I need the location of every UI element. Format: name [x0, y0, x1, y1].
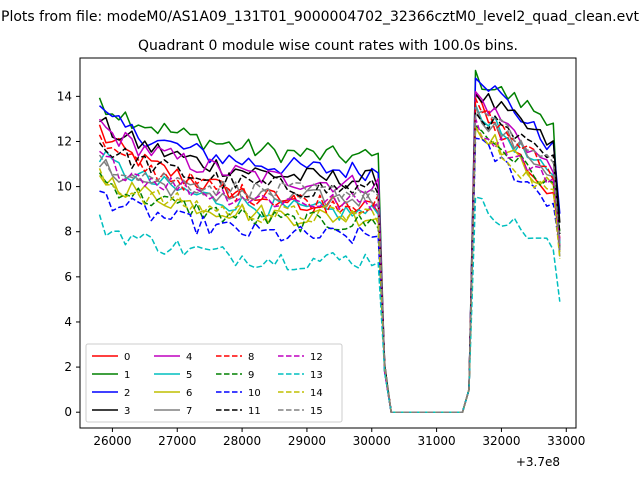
x-tick-label: 33000: [547, 434, 585, 448]
x-tick-label: 29000: [288, 434, 326, 448]
legend-label-5: 5: [186, 370, 192, 381]
legend-label-13: 13: [310, 370, 323, 381]
legend-label-4: 4: [186, 352, 192, 363]
legend-label-10: 10: [248, 388, 261, 399]
series-group: [98, 69, 561, 413]
legend-label-12: 12: [310, 352, 323, 363]
y-tick-label: 12: [57, 134, 72, 148]
series-line-7: [98, 105, 561, 413]
legend-label-11: 11: [248, 406, 261, 417]
series-line-11: [98, 111, 561, 413]
legend-label-9: 9: [248, 370, 254, 381]
x-tick-label: 32000: [482, 434, 520, 448]
legend-label-6: 6: [186, 388, 192, 399]
y-tick-label: 4: [64, 315, 72, 329]
series-line-15: [98, 110, 561, 413]
y-tick-label: 6: [64, 270, 72, 284]
legend-label-15: 15: [310, 406, 323, 417]
x-tick-label: 30000: [353, 434, 391, 448]
x-tick-label: 31000: [418, 434, 456, 448]
legend-box: [85, 343, 343, 423]
axes-frame: [79, 57, 577, 429]
legend-label-2: 2: [124, 388, 130, 399]
y-tick-label: 10: [57, 180, 72, 194]
x-tick-label: 26000: [93, 434, 131, 448]
x-tick-label: 28000: [223, 434, 261, 448]
legend-label-1: 1: [124, 370, 130, 381]
plot-area: 26000 27000 28000 29000 30000 31000 32000 33000…: [57, 57, 585, 448]
series-line-1: [98, 69, 561, 413]
series-line-14: [98, 126, 561, 413]
legend-label-8: 8: [248, 352, 254, 363]
y-tick-label: 2: [64, 360, 72, 374]
legend-label-3: 3: [124, 406, 130, 417]
series-line-2: [98, 77, 561, 413]
y-tick-label: 14: [57, 89, 72, 103]
x-tick-label: 27000: [158, 434, 196, 448]
y-tick-label: 8: [64, 225, 72, 239]
legend-label-0: 0: [124, 352, 130, 363]
x-offset-label: +3.7e8: [516, 455, 560, 469]
legend-label-7: 7: [186, 406, 192, 417]
figure-suptitle: Plots from file: modeM0/AS1A09_131T01_90…: [1, 9, 639, 25]
chart-title: Quadrant 0 module wise count rates with …: [138, 38, 518, 54]
legend-label-14: 14: [310, 388, 323, 399]
y-tick-label: 0: [64, 405, 72, 419]
series-line-10: [99, 137, 561, 413]
